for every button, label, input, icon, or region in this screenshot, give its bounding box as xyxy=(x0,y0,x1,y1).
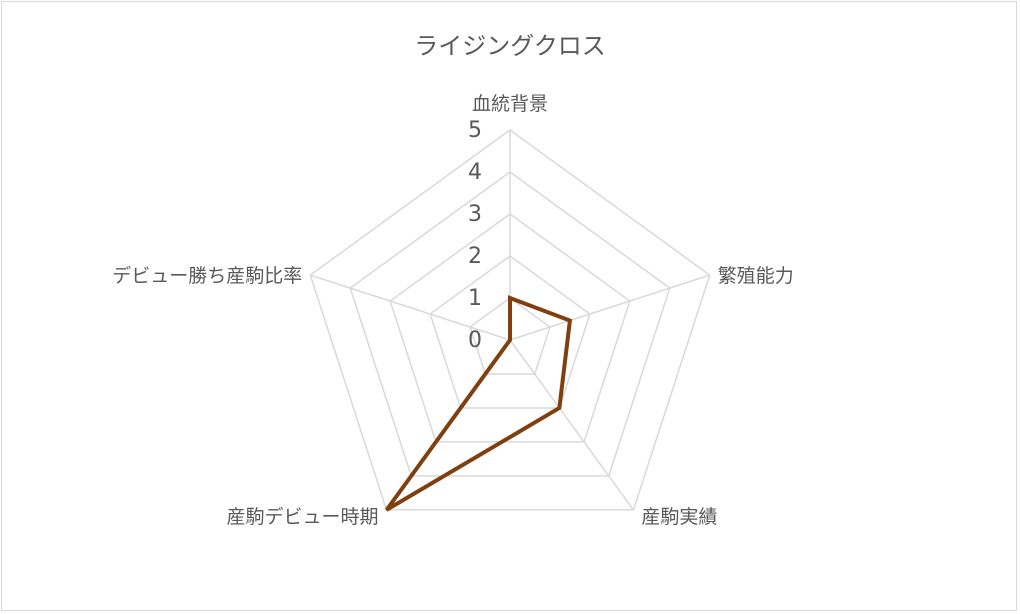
tick-label-5: 5 xyxy=(468,118,482,143)
grid-ring-1 xyxy=(469,297,551,375)
axis-label-4: デビュー勝ち産駒比率 xyxy=(112,265,302,287)
grid-ring-4 xyxy=(349,171,671,477)
chart-title: ライジングクロス xyxy=(414,32,606,60)
grid-ring-2 xyxy=(429,255,591,409)
grid-ring-5 xyxy=(309,129,711,511)
spoke-4 xyxy=(310,274,511,341)
radial-tick-labels: 0 1 2 3 4 5 xyxy=(468,118,482,353)
tick-label-2: 2 xyxy=(468,244,482,269)
series-layer xyxy=(384,295,573,512)
grid-ring-3 xyxy=(389,213,631,443)
series-line-0 xyxy=(384,295,573,512)
axis-label-2: 産駒実績 xyxy=(641,506,717,528)
tick-label-3: 3 xyxy=(468,202,482,227)
axis-label-0: 血統背景 xyxy=(472,93,548,115)
spoke-2 xyxy=(509,339,635,511)
axis-label-3: 産駒デビュー時期 xyxy=(227,506,379,528)
tick-label-4: 4 xyxy=(468,160,482,185)
spoke-1 xyxy=(509,274,710,341)
tick-label-1: 1 xyxy=(468,286,482,311)
radar-grid xyxy=(309,129,711,511)
tick-label-0: 0 xyxy=(468,328,482,353)
axis-label-1: 繁殖能力 xyxy=(718,265,794,287)
